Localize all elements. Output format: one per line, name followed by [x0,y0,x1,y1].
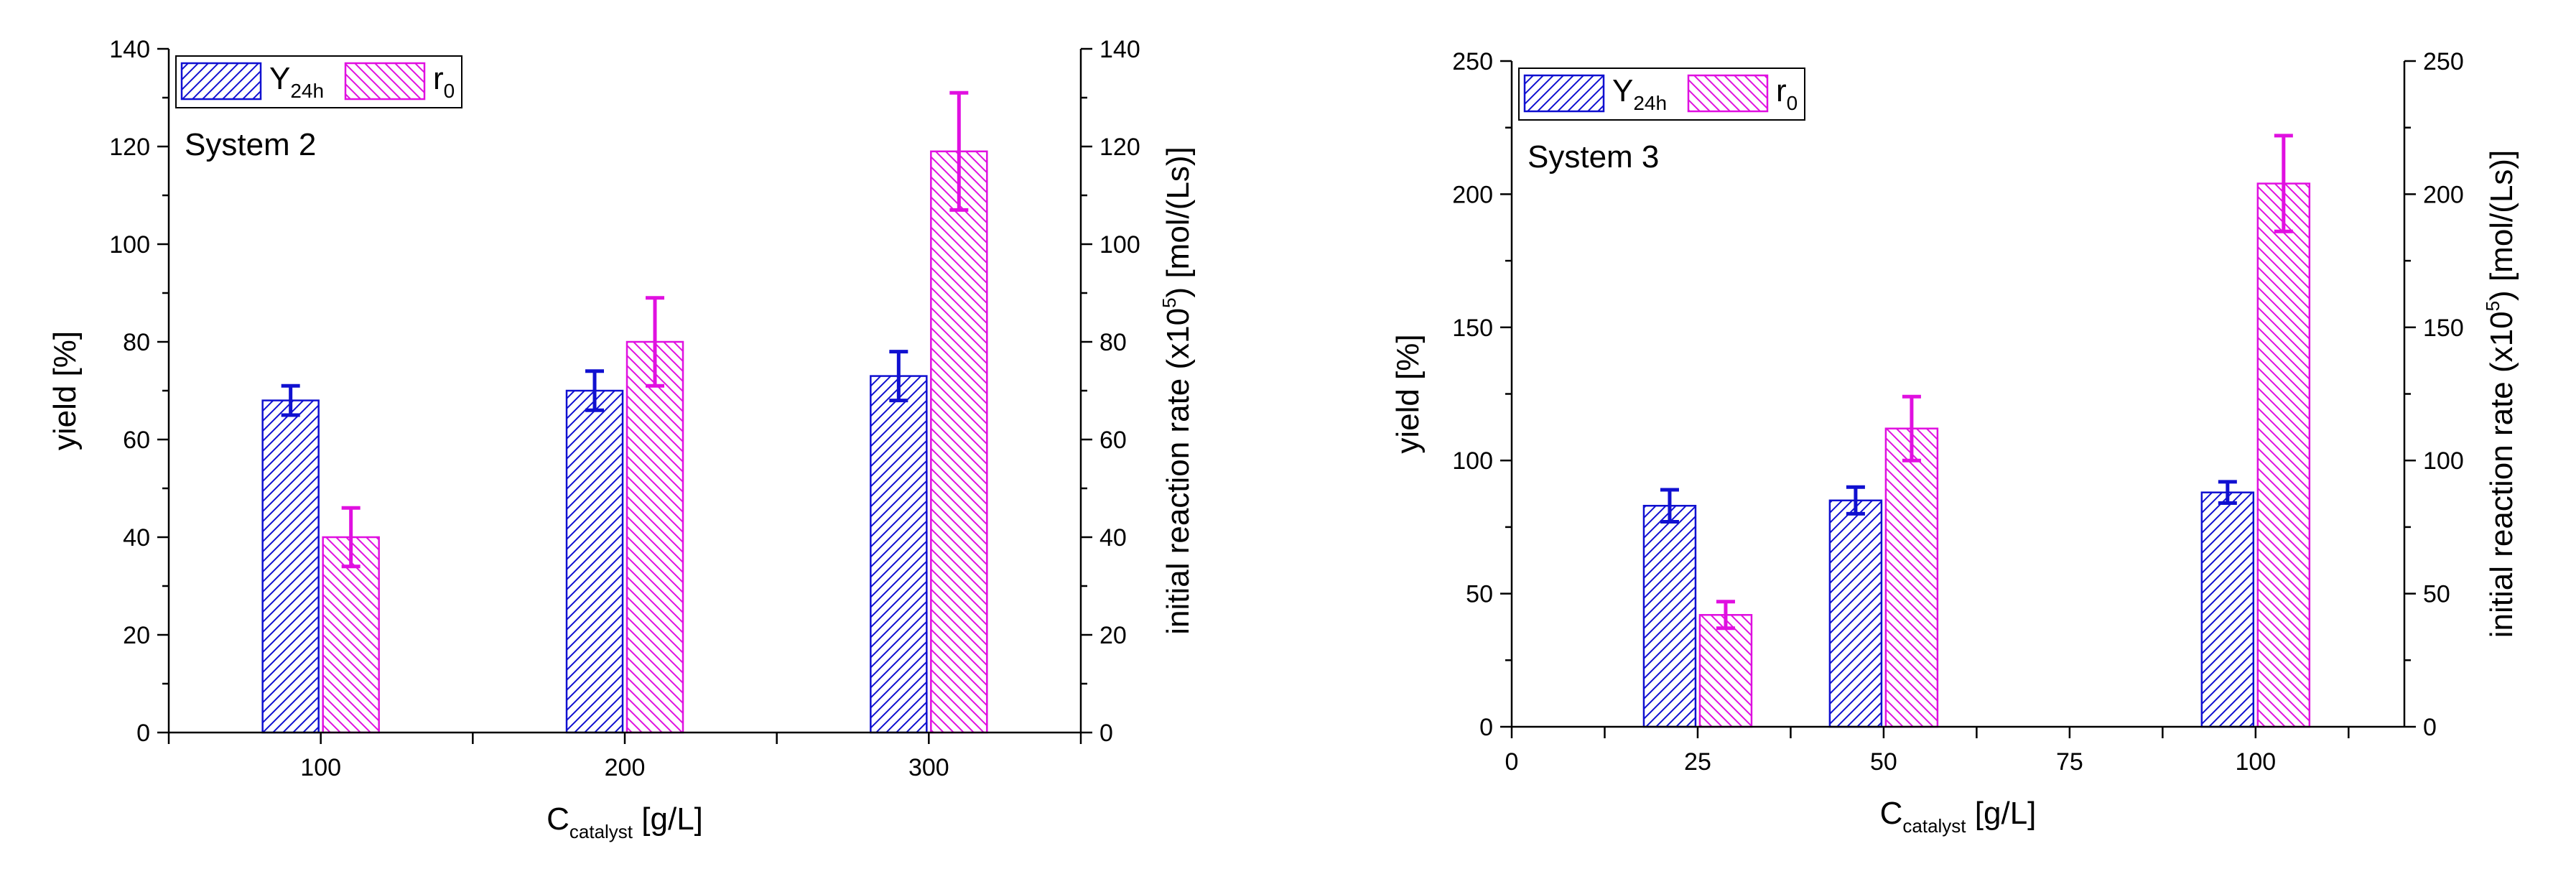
error-bar-y24h-300 [889,350,908,403]
error-bar-y24h-100 [2218,480,2237,506]
y-tick-label-right: 60 [1099,427,1127,454]
y-tick-label-left: 120 [109,134,150,161]
y-tick-label-left: 60 [123,427,150,454]
legend-swatch-r0 [1687,74,1769,113]
bar-r0-100 [2256,182,2311,728]
y-axis-title-left: yield [%] [47,331,83,450]
y-tick-label-left: 80 [123,329,150,356]
y-tick-label-left: 50 [1466,581,1493,608]
y-tick-label-right: 0 [2423,714,2437,741]
y-axis-title-left: yield [%] [1390,334,1426,453]
bar-r0-100 [322,536,380,734]
y-tick-label-right: 120 [1099,134,1140,161]
panel-annotation: System 3 [1528,139,1659,175]
y-tick-label-left: 100 [1452,447,1493,475]
y-tick-label-right: 100 [2423,447,2464,475]
y-tick-label-left: 0 [1479,714,1493,741]
y-tick-label-left: 140 [109,36,150,63]
x-axis-title: Ccatalyst [g/L] [1880,796,2037,837]
x-tick-label: 300 [908,754,949,781]
error-bar-r0-100 [341,506,361,569]
error-bar-r0-300 [949,90,969,212]
y-tick-label-right: 50 [2423,581,2450,608]
y-tick-label-left: 100 [109,231,150,259]
error-bar-y24h-100 [281,383,300,417]
y-tick-label-right: 20 [1099,622,1127,649]
bar-y24h-100 [261,399,320,734]
x-tick-label: 75 [2056,748,2083,776]
chart-panel-2: 0 50 100 150 200 250 0 50 100 150 200 250 0 25 50 75 100… [1390,48,2519,837]
y-tick-label-left: 20 [123,622,150,649]
bar-r0-300 [930,150,988,734]
error-bar-r0-25 [1716,600,1735,631]
legend-label-r0: r0 [433,61,455,102]
bar-y24h-300 [870,375,928,734]
y-tick-label-right: 250 [2423,48,2464,75]
y-axis-title-right: initial reaction rate (x105) [mol/(Ls)] [1158,147,1196,635]
bar-y24h-100 [2200,491,2255,728]
y-tick-label-right: 100 [1099,231,1140,259]
y-tick-label-right: 140 [1099,36,1140,63]
y-tick-label-right: 0 [1099,720,1113,747]
legend: Y24h r0 [175,55,462,108]
error-bar-r0-100 [2274,134,2293,233]
error-bar-y24h-50 [1846,485,1865,516]
y-tick-label-right: 40 [1099,524,1127,552]
y-tick-label-left: 0 [136,720,150,747]
x-tick-label: 100 [300,754,341,781]
legend-label-y24h: Y24h [1612,73,1667,114]
error-bar-y24h-25 [1660,488,1679,524]
legend: Y24h r0 [1518,68,1805,121]
bar-r0-50 [1884,427,1939,728]
y-tick-label-left: 150 [1452,315,1493,342]
legend-label-r0: r0 [1776,73,1798,114]
x-tick-label: 25 [1684,748,1711,776]
legend-swatch-r0 [344,62,426,101]
x-axis-title: Ccatalyst [g/L] [547,801,703,842]
bar-y24h-50 [1828,499,1883,728]
error-bar-r0-200 [646,296,664,388]
bar-y24h-200 [565,389,624,734]
error-bar-y24h-200 [585,369,604,412]
y-axis-title-right: initial reaction rate (x105) [mol/(Ls)] [2482,150,2519,638]
panel-annotation: System 2 [185,127,316,162]
x-tick-label: 200 [605,754,646,781]
x-tick-label: 0 [1505,748,1519,776]
bar-y24h-25 [1642,504,1697,728]
y-tick-label-right: 150 [2423,315,2464,342]
y-tick-label-left: 250 [1452,48,1493,75]
legend-swatch-y24h [1523,74,1605,113]
bar-r0-25 [1698,614,1753,728]
bar-r0-200 [626,340,684,734]
chart-panel-1: 0 20 40 60 80 100 120 140 0 20 40 60 80 100 120 140 100 2… [47,36,1196,842]
y-tick-label-right: 200 [2423,181,2464,208]
x-tick-label: 100 [2235,748,2276,776]
y-tick-label-right: 80 [1099,329,1127,356]
y-tick-label-left: 200 [1452,181,1493,208]
legend-label-y24h: Y24h [269,61,324,102]
x-tick-label: 50 [1870,748,1897,776]
error-bar-r0-50 [1902,394,1921,462]
legend-swatch-y24h [180,62,262,101]
y-tick-label-left: 40 [123,524,150,552]
